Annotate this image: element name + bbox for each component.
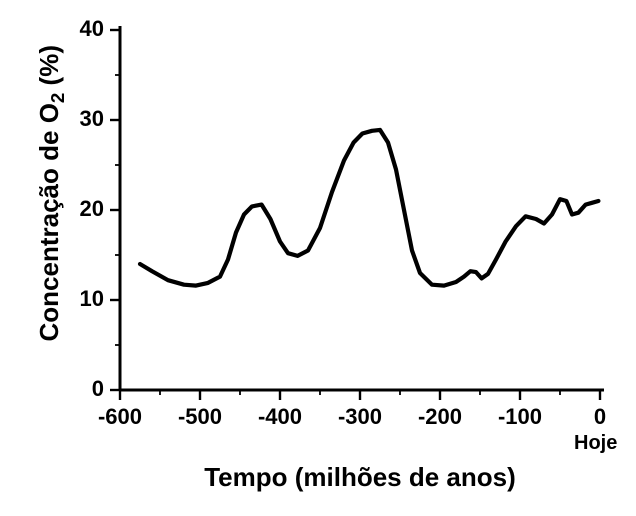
y-axis-label-sub: 2 xyxy=(47,93,68,103)
y-axis-label-prefix: Concentração de O xyxy=(34,103,64,341)
x-axis-label: Tempo (milhões de anos) xyxy=(120,462,600,502)
hoje-label: Hoje xyxy=(574,432,617,455)
x-tick-label: -500 xyxy=(170,404,230,430)
y-tick-label: 30 xyxy=(80,106,104,132)
y-axis-label: Concentração de O2 (%) xyxy=(34,45,65,341)
x-tick-label: -200 xyxy=(410,404,470,430)
line-chart xyxy=(0,0,636,516)
y-tick-label: 20 xyxy=(80,196,104,222)
y-tick-label: 10 xyxy=(80,286,104,312)
y-tick-label: 0 xyxy=(92,376,104,402)
x-tick-label: 0 xyxy=(570,404,630,430)
x-tick-label: -400 xyxy=(250,404,310,430)
chart-container: Concentração de O2 (%) Tempo (milhões de… xyxy=(0,0,636,516)
y-tick-label: 40 xyxy=(80,16,104,42)
x-tick-label: -100 xyxy=(490,404,550,430)
y-axis-label-suffix: (%) xyxy=(34,45,64,93)
x-tick-label: -600 xyxy=(90,404,150,430)
x-tick-label: -300 xyxy=(330,404,390,430)
